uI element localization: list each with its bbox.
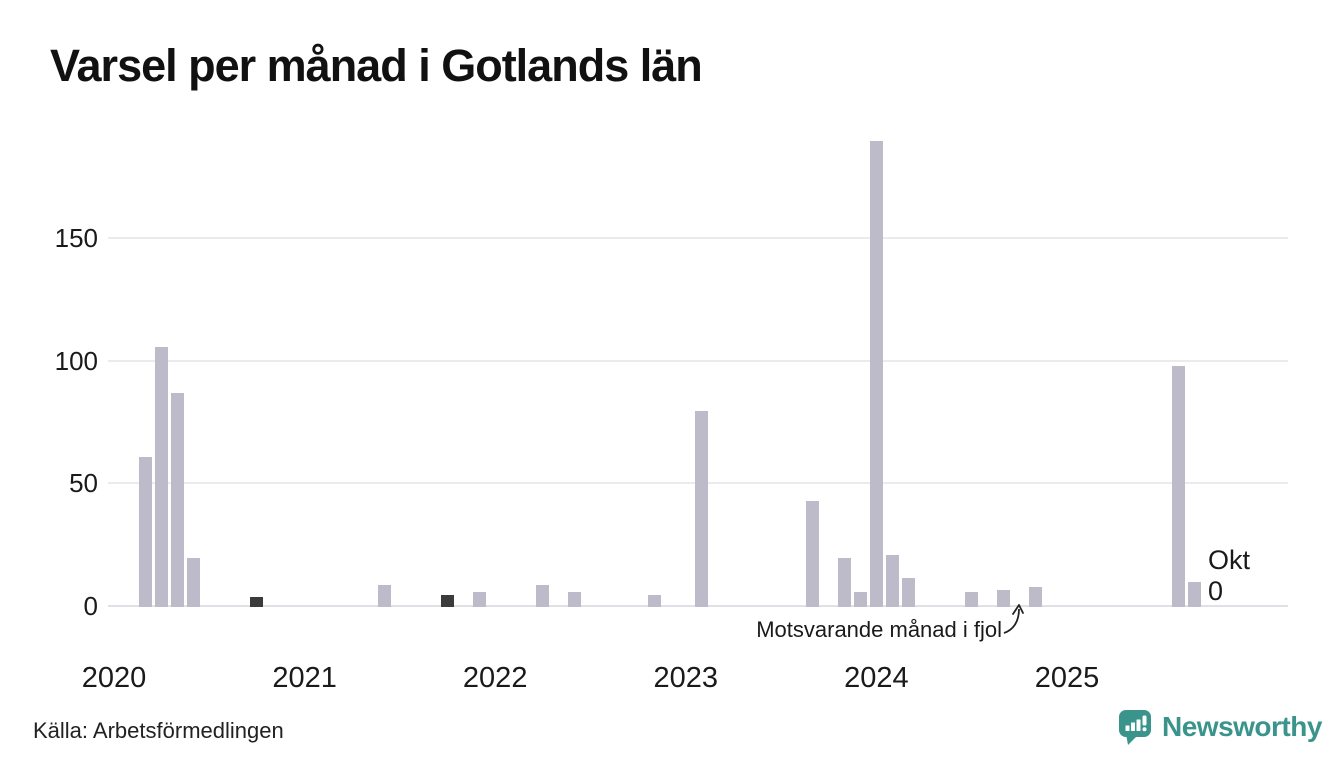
bar-highlight [441, 595, 455, 607]
bar [806, 501, 820, 607]
gridline-150 [108, 236, 1288, 239]
x-axis-year-label: 2021 [272, 662, 337, 694]
chart-title: Varsel per månad i Gotlands län [50, 40, 703, 91]
y-axis-tick-label: 100 [54, 345, 98, 376]
x-axis-year-label: 2023 [653, 662, 719, 694]
newsworthy-logo: Newsworthy [1118, 709, 1322, 746]
y-axis-tick-label: 50 [69, 468, 98, 499]
bar [536, 585, 550, 607]
x-axis-year-label: 2022 [462, 662, 528, 694]
newsworthy-logo-text: Newsworthy [1162, 711, 1322, 742]
bar [472, 592, 486, 607]
bar [869, 141, 883, 607]
bar [377, 585, 391, 607]
bar [155, 347, 169, 607]
bar-highlight [250, 597, 264, 607]
bar [854, 592, 867, 607]
x-axis-year-label: 2020 [81, 662, 147, 694]
bar [568, 592, 582, 607]
bar [171, 393, 185, 607]
y-axis-tick-label: 0 [83, 591, 98, 621]
bar [139, 457, 153, 607]
gridline-100 [108, 359, 1288, 362]
y-axis-tick-label: 150 [54, 222, 98, 253]
annotation-last-year: Motsvarande månad i fjol [756, 617, 1002, 642]
bar [1028, 587, 1042, 607]
source-text: Källa: Arbetsförmedlingen [33, 718, 284, 743]
bar [186, 558, 200, 607]
bar [1171, 366, 1185, 607]
bar [647, 595, 661, 607]
bar [885, 555, 899, 607]
bar [1187, 582, 1201, 607]
bar [996, 590, 1010, 607]
bar [695, 411, 709, 607]
annotation-arrow-icon [1003, 604, 1024, 634]
x-axis-year-label: 2025 [1034, 662, 1100, 694]
current-month-value: 0 [1208, 576, 1224, 606]
bar [901, 578, 915, 607]
bar [838, 558, 852, 607]
x-axis-year-label: 2024 [844, 662, 909, 694]
bar [965, 592, 979, 607]
current-month-name: Okt [1208, 545, 1251, 575]
current-month-label: Okt 0 [1208, 545, 1250, 607]
newsworthy-logo-icon [1119, 710, 1151, 745]
